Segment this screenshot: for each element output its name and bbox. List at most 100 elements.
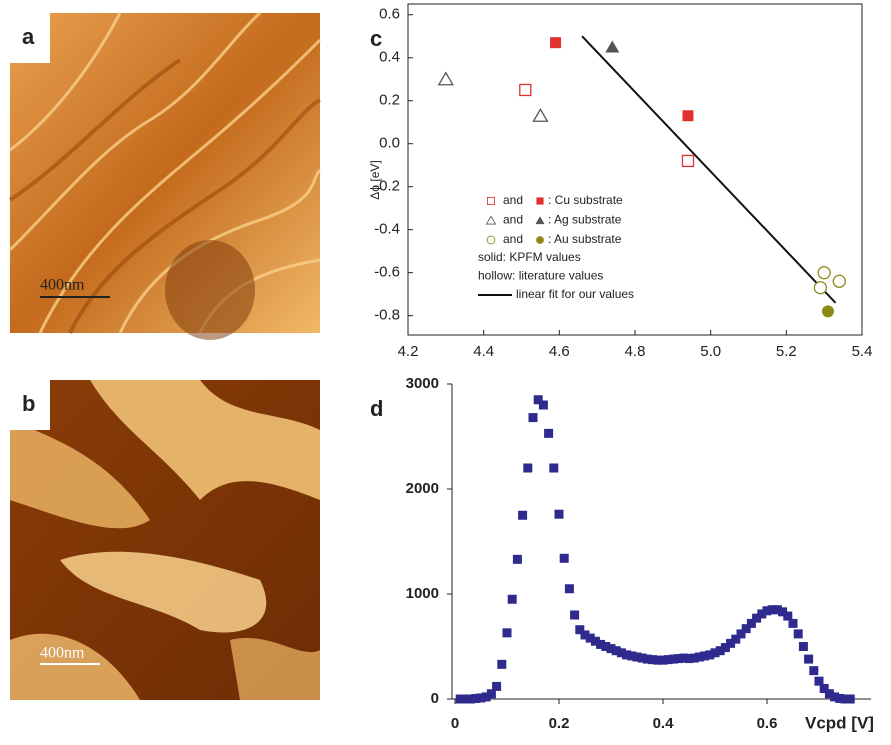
marker — [832, 274, 846, 288]
legend-joiner: and — [503, 232, 523, 246]
data-point — [778, 607, 788, 617]
data-point — [486, 689, 496, 699]
data-point — [538, 400, 548, 410]
y-tick-label: 0.4 — [379, 49, 400, 66]
x-tick-label: 4.8 — [625, 343, 646, 360]
data-point — [741, 624, 751, 634]
data-point — [783, 611, 793, 621]
data-point — [507, 594, 517, 604]
y-tick-label: 1000 — [406, 585, 439, 602]
data-point — [762, 606, 772, 616]
data-point — [804, 654, 814, 664]
data-point — [627, 651, 637, 661]
data-point — [611, 646, 621, 656]
data-point — [788, 618, 798, 628]
marker — [682, 110, 694, 122]
data-point — [726, 638, 736, 648]
data-point — [460, 694, 470, 704]
data-point — [731, 634, 741, 644]
data-point — [835, 693, 845, 703]
panel-label: d — [370, 396, 383, 421]
data-point — [705, 650, 715, 660]
scale-bar-label: 400nm — [40, 645, 85, 662]
data-point — [523, 463, 533, 473]
data-point — [549, 463, 559, 473]
data-point — [575, 625, 585, 635]
marker — [813, 281, 828, 295]
legend-marker — [487, 197, 495, 205]
legend-marker — [536, 197, 544, 205]
data-point — [674, 654, 684, 664]
data-point — [757, 609, 767, 619]
y-axis-label: Δϕ [eV] — [368, 160, 382, 199]
label-box — [10, 13, 50, 63]
data-point — [772, 605, 782, 615]
data-point — [564, 584, 574, 594]
data-point — [658, 655, 668, 665]
x-tick-label: 0.6 — [757, 715, 778, 732]
marker — [605, 40, 620, 53]
data-point — [814, 676, 824, 686]
x-axis-label: Vcpd [V] — [805, 713, 874, 732]
data-point — [570, 610, 580, 620]
data-point — [554, 509, 564, 519]
legend-marker — [486, 235, 496, 245]
data-point — [767, 605, 777, 615]
data-point — [830, 692, 840, 702]
legend-joiner: and — [503, 193, 523, 207]
data-point — [840, 694, 850, 704]
data-point — [606, 644, 616, 654]
y-tick-label: -0.8 — [374, 307, 400, 324]
y-tick-label: 0 — [431, 690, 439, 707]
data-point — [679, 653, 689, 663]
x-tick-label: 4.2 — [398, 343, 419, 360]
data-point — [512, 554, 522, 564]
data-point — [793, 629, 803, 639]
panel-label: a — [22, 24, 35, 49]
data-point — [653, 655, 663, 665]
legend-label: linear fit for our values — [516, 287, 634, 301]
marker — [550, 37, 562, 49]
legend-label: : Cu substrate — [548, 193, 623, 207]
data-point — [746, 618, 756, 628]
x-tick-label: 5.0 — [700, 343, 721, 360]
data-point — [533, 395, 543, 405]
data-point — [642, 654, 652, 664]
data-point — [637, 653, 647, 663]
marker — [821, 305, 834, 318]
data-point — [819, 684, 829, 693]
data-point — [632, 652, 642, 662]
data-point — [824, 689, 834, 699]
kpfm-potential-image — [10, 380, 320, 700]
data-point — [476, 693, 486, 703]
data-point — [492, 681, 502, 691]
data-point — [585, 633, 595, 643]
data-point — [694, 652, 704, 662]
data-point — [845, 694, 855, 704]
fit-line — [581, 35, 837, 304]
marker — [681, 154, 695, 168]
data-point — [528, 413, 538, 423]
x-tick-label: 0 — [451, 715, 459, 732]
x-tick-label: 5.2 — [776, 343, 797, 360]
legend-label: : Au substrate — [548, 232, 622, 246]
data-point — [715, 646, 725, 656]
legend-marker — [535, 216, 545, 225]
y-tick-label: -0.4 — [374, 221, 400, 238]
legend-marker — [485, 215, 497, 225]
y-tick-label: 3000 — [406, 375, 439, 392]
y-tick-label: -0.2 — [374, 178, 400, 195]
data-point — [601, 642, 611, 651]
data-point — [736, 629, 746, 639]
y-tick-label: 0.6 — [379, 6, 400, 23]
data-point — [596, 639, 606, 649]
data-point — [668, 654, 678, 664]
marker — [532, 107, 549, 122]
data-point — [700, 651, 710, 661]
marker — [519, 83, 532, 97]
data-point — [544, 428, 554, 438]
data-point — [720, 643, 730, 653]
data-point — [580, 630, 590, 640]
legend-joiner: and — [503, 213, 523, 227]
